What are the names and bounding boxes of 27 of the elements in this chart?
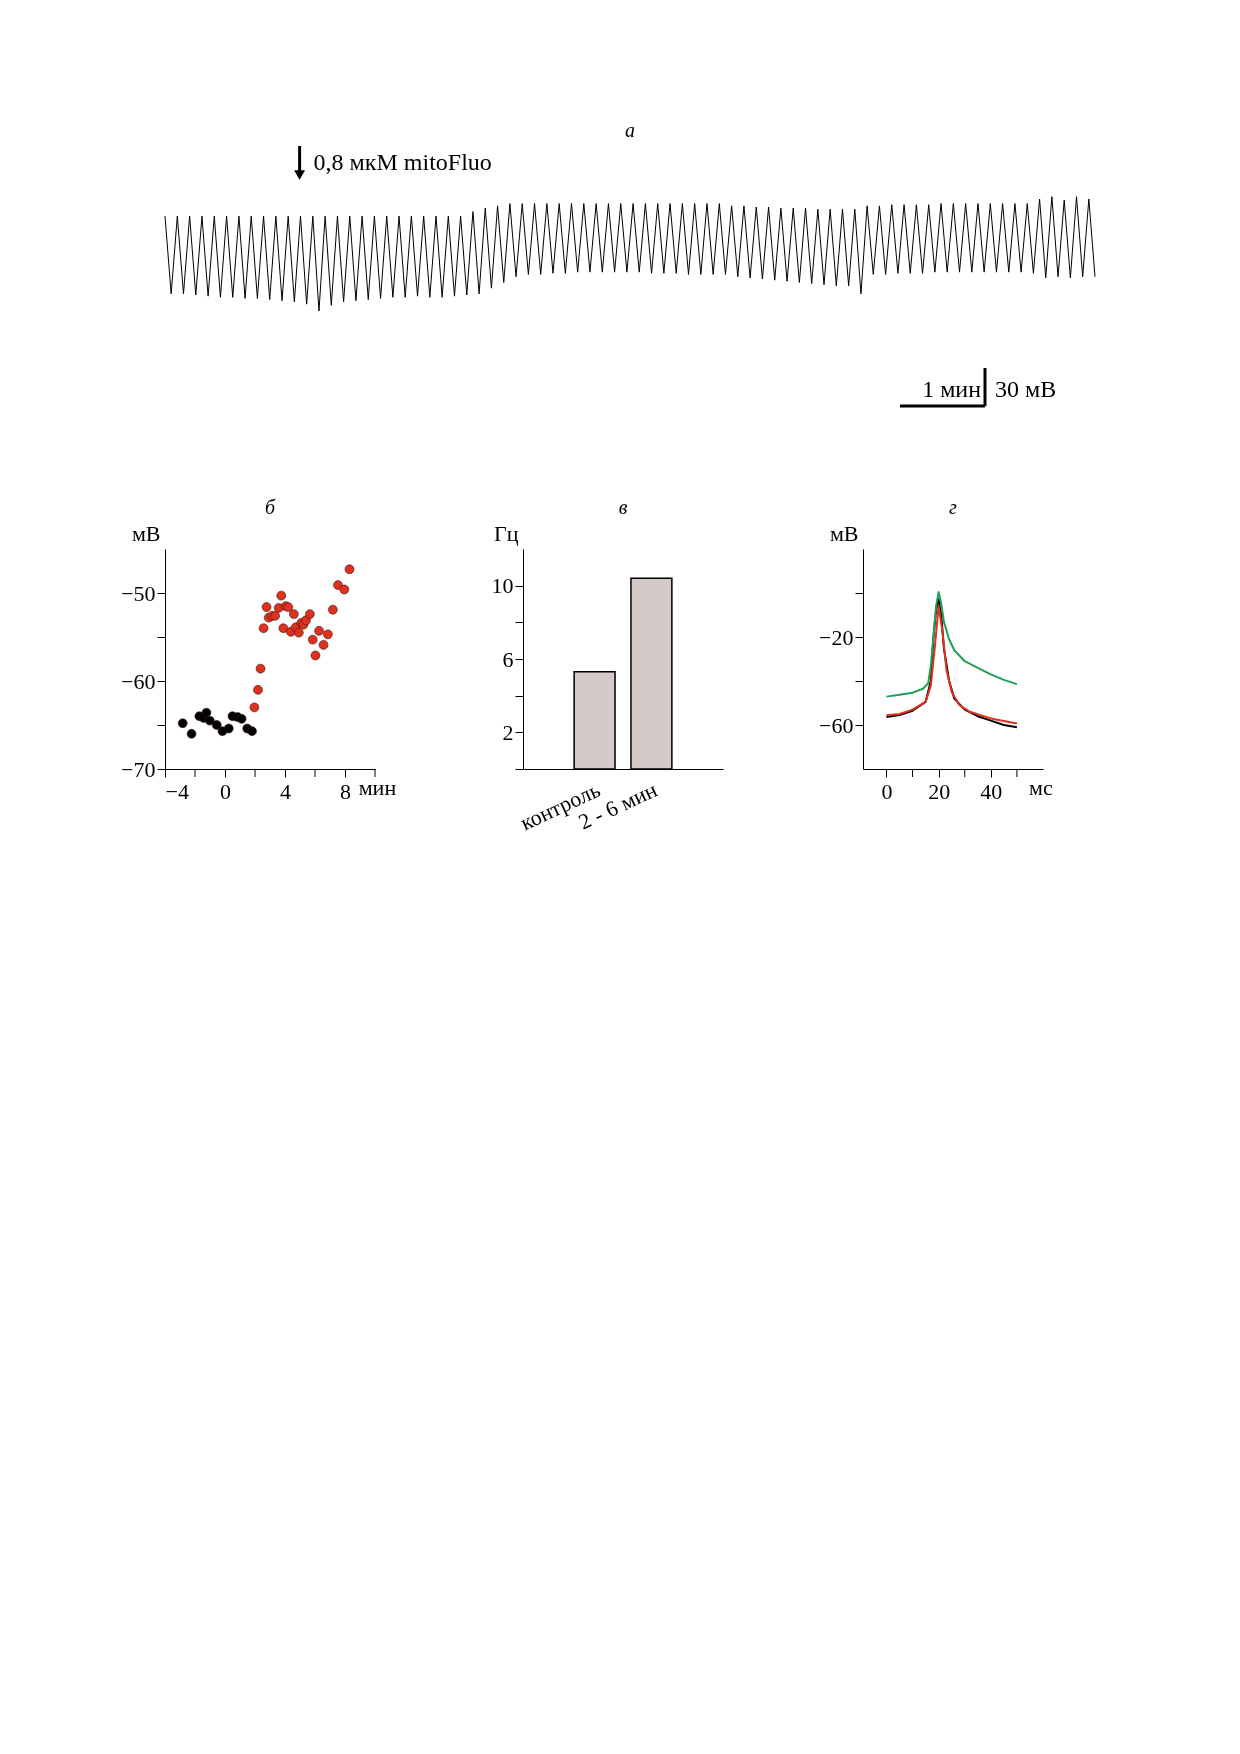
chart-title: б <box>264 496 276 518</box>
x-axis-title: мин <box>358 774 397 800</box>
x-tick-label: 0 <box>881 778 893 804</box>
x-tick-label: 40 <box>980 778 1003 804</box>
x-tick-label: 8 <box>340 778 351 804</box>
text: 0,8 мкМ mitoFluo <box>313 149 492 175</box>
y-tick-label: 6 <box>502 646 514 672</box>
y-tick-label: −70 <box>121 756 156 782</box>
chart-title: а <box>625 118 635 141</box>
y-axis-title: Гц <box>494 520 519 546</box>
chart-title: в <box>618 496 628 518</box>
x-tick-label: 0 <box>220 778 231 804</box>
y-tick-label: 2 <box>502 719 514 745</box>
text: 1 мин <box>922 376 982 402</box>
y-axis-title: мВ <box>131 520 161 546</box>
y-tick-label: −50 <box>121 580 156 606</box>
chart-title: г <box>949 496 958 518</box>
y-axis-title: мВ <box>829 520 859 546</box>
x-axis-title: мс <box>1029 774 1054 800</box>
y-tick-label: −20 <box>819 624 854 650</box>
y-tick-label: −60 <box>121 668 156 694</box>
text: 30 мВ <box>995 376 1057 402</box>
y-tick-label: −60 <box>819 712 854 738</box>
x-tick-label: 4 <box>280 778 291 804</box>
x-tick-label: 20 <box>928 778 951 804</box>
x-tick-label: −4 <box>165 778 189 804</box>
y-tick-label: 10 <box>491 573 514 599</box>
